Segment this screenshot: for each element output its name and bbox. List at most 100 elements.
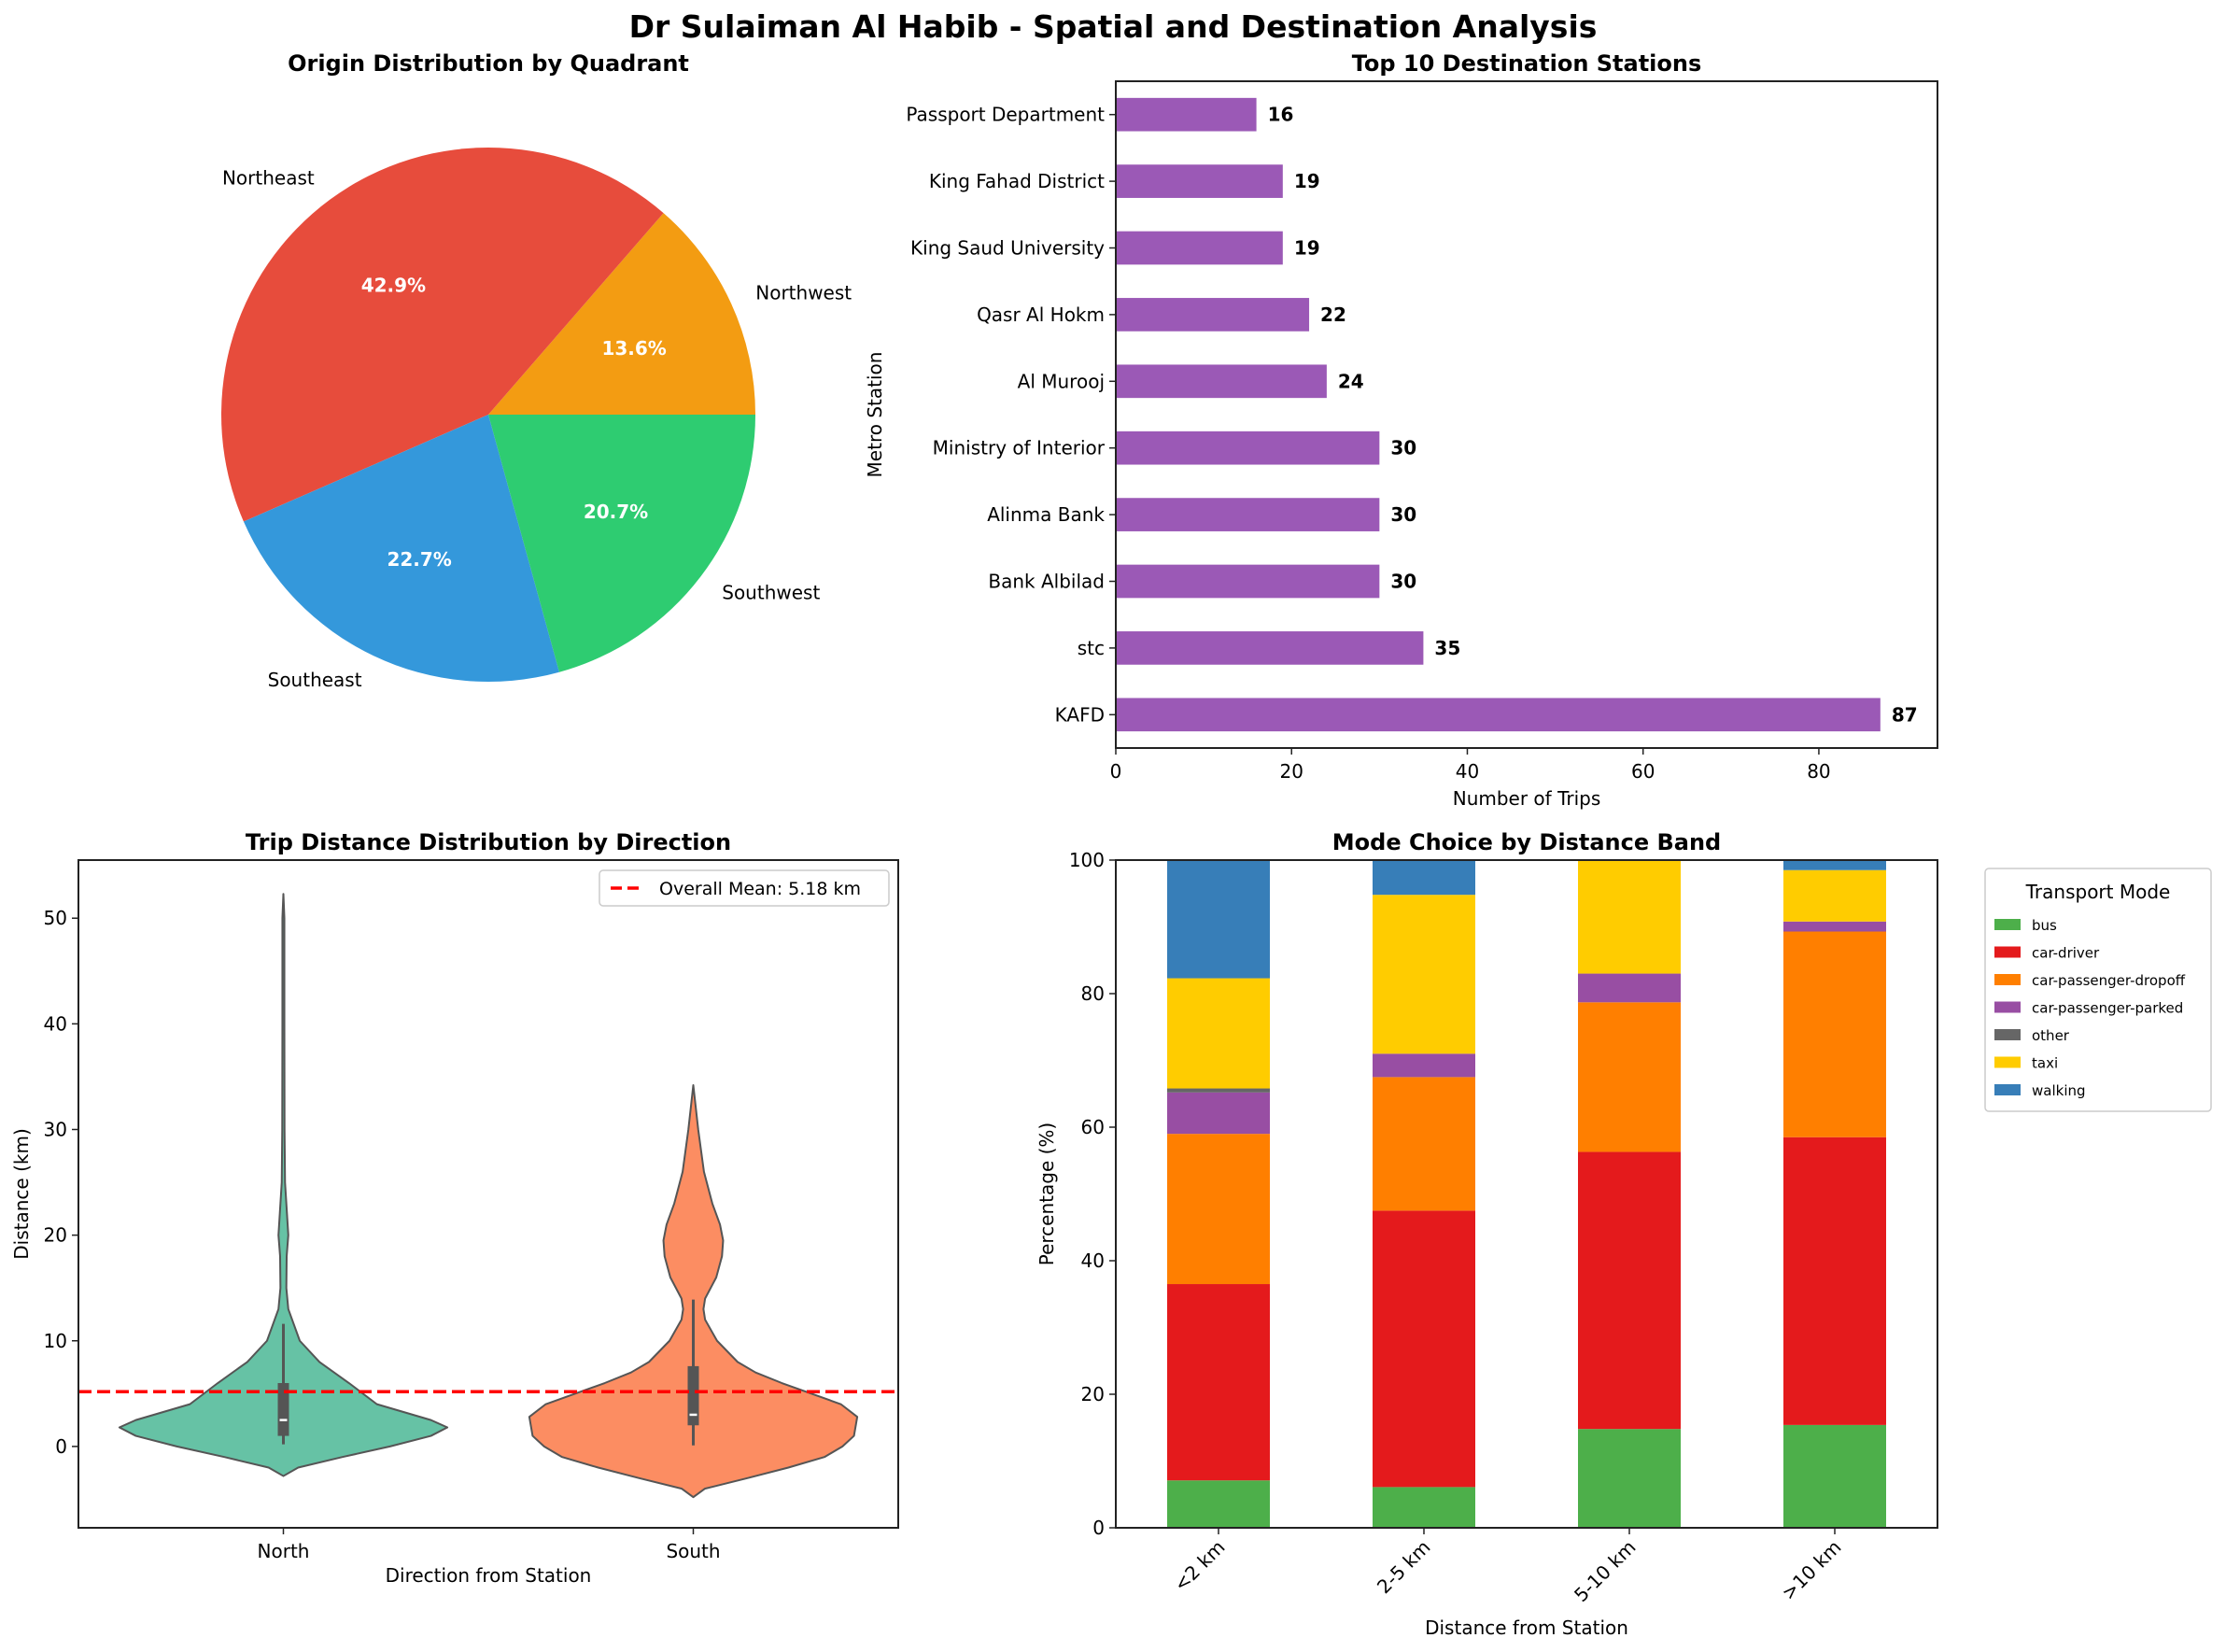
bar	[1116, 498, 1380, 531]
legend-label: car-passenger-dropoff	[2032, 972, 2186, 989]
bar-segment-walking	[1373, 860, 1475, 896]
legend-box	[1984, 868, 2212, 1112]
y-tick-label: 20	[44, 1224, 67, 1247]
y-tick-label: 50	[44, 907, 67, 929]
bar-value-label: 30	[1390, 503, 1416, 526]
bar-segment-car-passenger-parked	[1578, 973, 1681, 1003]
bar-value-label: 30	[1390, 571, 1416, 593]
violin-iqr-box	[277, 1383, 289, 1436]
x-tick-label: 40	[1456, 760, 1479, 783]
bar-segment-taxi	[1167, 978, 1270, 1089]
legend-label: other	[2032, 1027, 2070, 1044]
bar-segment-car-passenger-parked	[1373, 1053, 1475, 1078]
bar-chart-top-destinations: Top 10 Destination Stations Passport Depa…	[864, 50, 1938, 810]
legend-label: walking	[2032, 1082, 2086, 1099]
legend-swatch-taxi	[1994, 1056, 2021, 1068]
legend-box	[599, 869, 890, 907]
y-tick-label: Al Murooj	[1018, 370, 1105, 392]
legend-label: car-driver	[2032, 945, 2100, 962]
bar	[1116, 564, 1380, 599]
y-axis-label: Percentage (%)	[1036, 1123, 1058, 1265]
y-tick-label: Qasr Al Hokm	[977, 304, 1105, 326]
y-tick-label: 40	[44, 1012, 67, 1035]
y-tick-label: Passport Department	[906, 104, 1105, 126]
y-tick-label: Alinma Bank	[987, 503, 1105, 526]
violin-axes-frame	[77, 859, 899, 1529]
violin-iqr-box	[687, 1365, 699, 1426]
stack-axes-frame	[1115, 859, 1938, 1529]
pie-slice-southwest	[488, 415, 755, 672]
y-tick-label: Bank Albilad	[988, 571, 1105, 593]
bar-segment-car-passenger-dropoff	[1373, 1077, 1475, 1211]
transport-mode-legend: Transport Mode bus car-driver car-passenger…	[1984, 868, 2212, 1112]
bar-segment-taxi	[1578, 860, 1681, 974]
y-tick-label: 0	[55, 1435, 67, 1458]
bar-segment-other	[1167, 1088, 1270, 1093]
bar	[1116, 164, 1283, 198]
y-tick-label: 100	[1069, 849, 1105, 871]
pie-label: Northwest	[755, 282, 852, 304]
legend-label: taxi	[2032, 1055, 2058, 1072]
x-tick-label: 20	[1280, 760, 1303, 783]
violin-north	[118, 893, 449, 1477]
x-tick-label: 0	[1110, 760, 1122, 783]
bar	[1116, 97, 1257, 132]
pie-pct-label: 22.7%	[387, 548, 451, 571]
pie-label: Northeast	[222, 166, 315, 189]
pie-slice-northeast	[220, 147, 664, 522]
bar-value-label: 19	[1294, 170, 1320, 192]
legend-title: Transport Mode	[2025, 881, 2171, 903]
bar-value-label: 19	[1294, 237, 1320, 260]
bar-value-label: 22	[1320, 304, 1346, 326]
figure-title: Dr Sulaiman Al Habib - Spatial and Desti…	[629, 8, 1598, 45]
legend-swatch-car-passenger-dropoff	[1994, 974, 2021, 985]
bar	[1116, 364, 1327, 399]
bar-segment-bus	[1578, 1429, 1681, 1528]
y-tick-label: King Saud University	[910, 237, 1105, 260]
legend-swatch-car-driver	[1994, 946, 2021, 958]
x-axis-label: Distance from Station	[1425, 1617, 1628, 1639]
x-tick-label: North	[258, 1540, 310, 1562]
bar-segment-walking	[1167, 860, 1270, 979]
bar-value-label: 16	[1268, 104, 1294, 126]
pie-pct-label: 42.9%	[361, 275, 426, 297]
bar-segment-car-driver	[1783, 1137, 1886, 1425]
y-tick-label: King Fahad District	[929, 170, 1105, 192]
pie-pct-label: 13.6%	[601, 337, 666, 360]
bar-segment-bus	[1167, 1480, 1270, 1528]
bar-segment-taxi	[1783, 869, 1886, 922]
bar	[1116, 631, 1424, 665]
violin-chart-trip-distance: Trip Distance Distribution by Direction N…	[10, 829, 899, 1587]
bar-segment-car-driver	[1373, 1210, 1475, 1488]
legend-swatch-walking	[1994, 1084, 2021, 1095]
y-tick-label: 30	[44, 1118, 67, 1140]
legend-swatch-car-passenger-parked	[1994, 1001, 2021, 1013]
y-tick-label: 60	[1081, 1116, 1105, 1138]
bar-segment-taxi	[1373, 895, 1475, 1054]
x-tick-label: 80	[1807, 760, 1830, 783]
legend-swatch-other	[1994, 1029, 2021, 1040]
pie-label: Southwest	[722, 582, 820, 604]
bar-segment-bus	[1783, 1424, 1886, 1528]
y-tick-label: 0	[1092, 1517, 1105, 1539]
legend-mean-label: Overall Mean: 5.18 km	[659, 879, 861, 899]
legend-label: car-passenger-parked	[2032, 1000, 2183, 1017]
pie-slice-northwest	[488, 213, 755, 415]
bar-value-label: 24	[1338, 370, 1364, 392]
barh-axes-frame	[1115, 80, 1938, 749]
barh-title: Top 10 Destination Stations	[1352, 50, 1702, 77]
x-axis-label: Number of Trips	[1453, 787, 1601, 810]
bar-segment-car-passenger-dropoff	[1783, 931, 1886, 1137]
stack-title: Mode Choice by Distance Band	[1332, 829, 1721, 855]
y-axis-label: Metro Station	[864, 352, 886, 478]
bar-segment-car-passenger-dropoff	[1578, 1002, 1681, 1152]
y-tick-label: 20	[1081, 1383, 1105, 1405]
pie-slice-southeast	[243, 415, 559, 682]
pie-chart-origin-quadrant: Origin Distribution by Quadrant Northwest…	[220, 50, 852, 691]
bar-value-label: 35	[1434, 637, 1460, 659]
y-tick-label: 80	[1081, 982, 1105, 1005]
y-axis-label: Distance (km)	[10, 1128, 33, 1259]
stacked-bar-chart-mode-choice: Mode Choice by Distance Band<2 km 2-5 km 5…	[1036, 829, 2212, 1639]
legend-swatch-bus	[1994, 919, 2021, 930]
